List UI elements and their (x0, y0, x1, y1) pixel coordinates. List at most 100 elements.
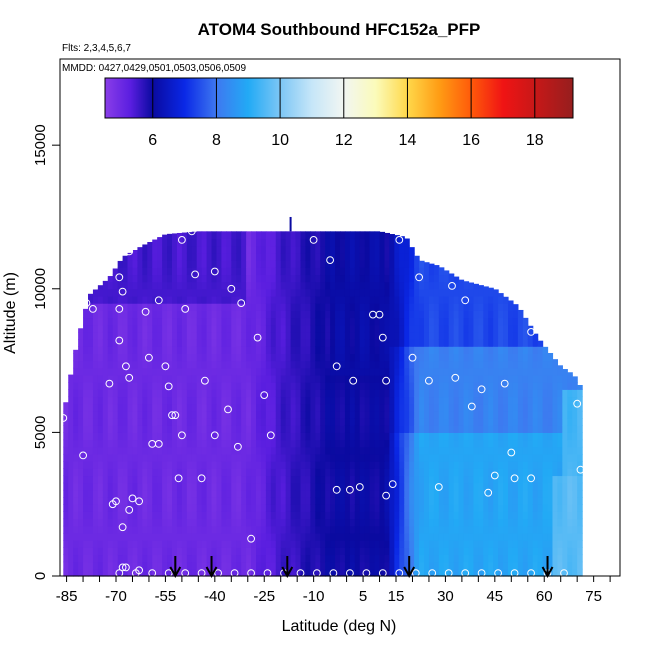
heatmap-cell (552, 504, 559, 512)
heatmap-cell (463, 532, 470, 541)
heatmap-cell (448, 310, 455, 319)
heatmap-cell (290, 504, 297, 512)
heatmap-cell (330, 475, 336, 484)
heatmap-cell (517, 339, 524, 347)
heatmap-cell (428, 497, 435, 505)
heatmap-cell (498, 418, 504, 426)
heatmap-cell (201, 561, 208, 570)
heatmap-cell (290, 281, 297, 290)
heatmap-cell (433, 367, 440, 376)
heatmap-cell (537, 532, 544, 541)
heatmap-cell (364, 389, 371, 398)
heatmap-cell (216, 532, 223, 541)
heatmap-cell (315, 274, 321, 283)
heatmap-cell (369, 475, 376, 484)
heatmap-cell (508, 439, 514, 448)
heatmap-cell (147, 303, 153, 311)
heatmap-cell (389, 238, 395, 247)
heatmap-cell (107, 511, 114, 520)
heatmap-cell (468, 367, 475, 376)
heatmap-cell (369, 425, 376, 433)
heatmap-cell (463, 281, 470, 283)
heatmap-cell (344, 274, 351, 283)
heatmap-cell (152, 353, 158, 362)
heatmap-cell (181, 396, 188, 405)
heatmap-cell (458, 540, 465, 548)
heatmap-cell (162, 360, 168, 369)
heatmap-cell (211, 432, 218, 441)
heatmap-cell (73, 511, 79, 520)
heatmap-cell (512, 317, 519, 326)
heatmap-cell (201, 310, 208, 319)
heatmap-cell (404, 317, 410, 326)
heatmap-cell (290, 396, 297, 405)
heatmap-cell (379, 461, 386, 469)
heatmap-cell (246, 497, 252, 505)
heatmap-cell (241, 267, 247, 276)
heatmap-cell (330, 267, 336, 276)
heatmap-cell (181, 568, 188, 577)
heatmap-cell (256, 497, 262, 505)
heatmap-cell (478, 367, 484, 376)
heatmap-cell (330, 561, 336, 570)
sample-point (237, 299, 246, 308)
heatmap-cell (246, 288, 252, 297)
heatmap-cell (167, 446, 173, 455)
heatmap-cell (305, 231, 311, 240)
heatmap-cell (512, 540, 519, 548)
heatmap-cell (512, 482, 519, 491)
heatmap-cell (483, 504, 489, 512)
heatmap-cell (577, 518, 583, 527)
heatmap-cell (162, 317, 168, 326)
heatmap-cell (374, 238, 381, 247)
heatmap-cell (488, 287, 494, 290)
heatmap-cell (152, 324, 158, 333)
heatmap-cell (320, 252, 326, 261)
heatmap-cell (379, 547, 386, 556)
heatmap-cell (152, 303, 158, 311)
heatmap-cell (379, 540, 386, 548)
heatmap-cell (364, 504, 371, 512)
heatmap-cell (275, 432, 282, 441)
heatmap-cell (285, 403, 292, 412)
heatmap-cell (340, 353, 346, 362)
heatmap-cell (142, 389, 148, 398)
heatmap-cell (112, 475, 119, 484)
heatmap-cell (152, 310, 158, 319)
heatmap-cell (577, 540, 583, 548)
heatmap-cell (512, 389, 519, 398)
heatmap-cell (206, 389, 213, 398)
heatmap-cell (270, 482, 277, 491)
heatmap-cell (167, 547, 173, 556)
heatmap-cell (73, 497, 79, 505)
heatmap-cell (92, 324, 99, 333)
heatmap-cell (399, 461, 405, 469)
heatmap-cell (191, 532, 198, 541)
heatmap-cell (359, 339, 366, 347)
heatmap-cell (438, 367, 445, 376)
heatmap-cell (102, 482, 109, 491)
heatmap-cell (428, 482, 435, 491)
heatmap-cell (176, 252, 183, 261)
heatmap-cell (83, 439, 89, 448)
heatmap-cell (270, 360, 277, 369)
heatmap-cell (216, 432, 223, 441)
heatmap-cell (335, 511, 341, 520)
heatmap-cell (325, 511, 331, 520)
heatmap-cell (320, 468, 326, 477)
heatmap-cell (157, 475, 163, 484)
heatmap-cell (157, 303, 163, 311)
heatmap-cell (78, 497, 84, 505)
heatmap-cell (275, 489, 282, 498)
heatmap-cell (246, 511, 252, 520)
heatmap-cell (340, 468, 346, 477)
heatmap-cell (394, 288, 400, 297)
heatmap-cell (488, 396, 494, 405)
heatmap-cell (305, 252, 311, 261)
heatmap-cell (186, 339, 193, 347)
heatmap-cell (226, 252, 232, 261)
heatmap-cell (458, 374, 465, 383)
heatmap-cell (340, 561, 346, 570)
heatmap-cell (424, 432, 430, 441)
heatmap-cell (97, 482, 104, 491)
